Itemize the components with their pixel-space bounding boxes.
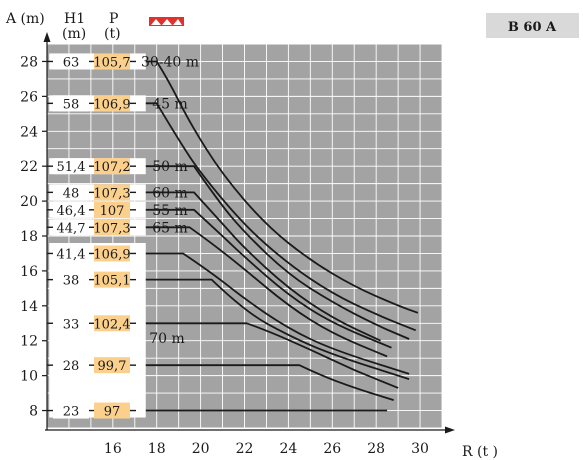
p-cell bbox=[94, 402, 130, 419]
boom-length-label: 50 m bbox=[152, 159, 188, 175]
y-tick-label: 8 bbox=[29, 404, 38, 420]
load-curve-series bbox=[145, 208, 392, 349]
model-badge-label: B 60 A bbox=[508, 20, 557, 35]
h1-value: 23 bbox=[63, 405, 80, 420]
load-curve-series bbox=[145, 191, 381, 342]
boom-length-label: 60 m bbox=[152, 185, 188, 201]
y-tick-label: 24 bbox=[20, 124, 38, 140]
load-curve-series bbox=[145, 226, 388, 358]
p-value: 107 bbox=[100, 204, 125, 219]
h1-cell bbox=[53, 219, 89, 236]
h1-value: 28 bbox=[63, 359, 80, 374]
y-tick-label: 20 bbox=[20, 194, 38, 210]
boom-length-label: 55 m bbox=[152, 203, 188, 219]
p-value: 97 bbox=[104, 405, 121, 420]
h1-value: 58 bbox=[63, 97, 80, 112]
boom-length-label: 30-40 m bbox=[141, 54, 199, 70]
h1-value: 38 bbox=[63, 274, 80, 289]
h1-cell bbox=[53, 158, 89, 175]
h1-cell bbox=[53, 201, 89, 218]
p-value: 107,3 bbox=[93, 186, 130, 201]
h1-value: 33 bbox=[63, 317, 80, 332]
y-tick-label: 18 bbox=[20, 229, 38, 245]
p-value: 105,1 bbox=[93, 274, 130, 289]
p-cell bbox=[94, 158, 130, 175]
p-cell bbox=[94, 53, 130, 70]
x-tick-label: 28 bbox=[367, 441, 385, 457]
h1-header: H1 bbox=[64, 11, 85, 27]
p-cell bbox=[94, 201, 130, 218]
p-cell bbox=[94, 271, 130, 288]
p-value: 106,9 bbox=[93, 247, 130, 262]
p-value: 99,7 bbox=[98, 359, 127, 374]
p-cell bbox=[94, 95, 130, 112]
h1-cell bbox=[53, 402, 89, 419]
y-tick-group: 8 10 12 14 16 18 20 22 24 26 28 bbox=[20, 54, 47, 420]
p-cell bbox=[94, 219, 130, 236]
load-curve-series bbox=[145, 278, 410, 380]
load-curve-series bbox=[145, 364, 394, 401]
h1-value: 41,4 bbox=[57, 247, 86, 262]
y-tick-label: 10 bbox=[20, 369, 38, 385]
p-unit-header: (t) bbox=[104, 26, 121, 42]
y-tick-label: 12 bbox=[20, 334, 38, 350]
h1-unit-header: (m) bbox=[62, 26, 86, 42]
x-tick-group: 16 18 20 22 24 26 28 30 bbox=[104, 441, 429, 457]
p-cell bbox=[94, 245, 130, 262]
p-cell bbox=[94, 184, 130, 201]
p-cell bbox=[94, 315, 130, 332]
p-value: 107,2 bbox=[93, 160, 130, 175]
load-curve-series bbox=[145, 60, 419, 314]
load-curve-series bbox=[145, 252, 410, 375]
h1-cell bbox=[53, 315, 89, 332]
p-value: 106,9 bbox=[93, 97, 130, 112]
p-value: 107,3 bbox=[93, 221, 130, 236]
table-rows: 63 105,7 30-40 m58 106,9 45 m51,4 107,2 50 m48… bbox=[47, 53, 199, 420]
y-tick-label: 22 bbox=[20, 159, 38, 175]
h1-value: 51,4 bbox=[57, 160, 86, 175]
y-tick-label: 26 bbox=[20, 89, 38, 105]
y-axis-arrow-icon bbox=[43, 32, 51, 42]
h1-cell bbox=[53, 53, 89, 70]
p-value: 102,4 bbox=[93, 317, 130, 332]
y-tick-label: 28 bbox=[20, 54, 38, 70]
h1-cell bbox=[53, 184, 89, 201]
y-tick-label: 14 bbox=[20, 299, 38, 315]
h1-cell bbox=[53, 357, 89, 374]
x-axis-arrow-icon bbox=[445, 426, 455, 434]
h1-value: 63 bbox=[63, 55, 80, 70]
h1-cell bbox=[53, 245, 89, 262]
x-tick-label: 18 bbox=[148, 441, 166, 457]
a-axis-header: A (m) bbox=[5, 11, 45, 27]
boom-length-label: 65 m bbox=[152, 220, 188, 236]
x-tick-label: 26 bbox=[323, 441, 341, 457]
x-tick-label: 20 bbox=[192, 441, 210, 457]
model-badge bbox=[486, 13, 579, 38]
load-curves bbox=[145, 60, 419, 412]
p-value: 105,7 bbox=[93, 55, 130, 70]
y-tick-label: 16 bbox=[20, 264, 38, 280]
h1-value: 46,4 bbox=[57, 204, 86, 219]
boom-group-label: 70 m bbox=[149, 331, 185, 347]
p-cell bbox=[94, 357, 130, 374]
x-tick-label: 16 bbox=[104, 441, 122, 457]
brand-logo-icon bbox=[149, 17, 184, 26]
x-tick-label: 30 bbox=[411, 441, 429, 457]
load-curve-series bbox=[145, 165, 410, 340]
r-axis-header: R (t ) bbox=[462, 444, 498, 460]
load-curve-series bbox=[145, 102, 417, 332]
p-header: P bbox=[109, 11, 118, 27]
h1-value: 48 bbox=[63, 186, 80, 201]
h1-cell bbox=[53, 271, 89, 288]
x-tick-label: 24 bbox=[279, 441, 297, 457]
x-tick-label: 22 bbox=[236, 441, 254, 457]
h1-value: 44,7 bbox=[57, 221, 86, 236]
load-curve-series bbox=[145, 322, 399, 389]
h1-cell bbox=[53, 95, 89, 112]
